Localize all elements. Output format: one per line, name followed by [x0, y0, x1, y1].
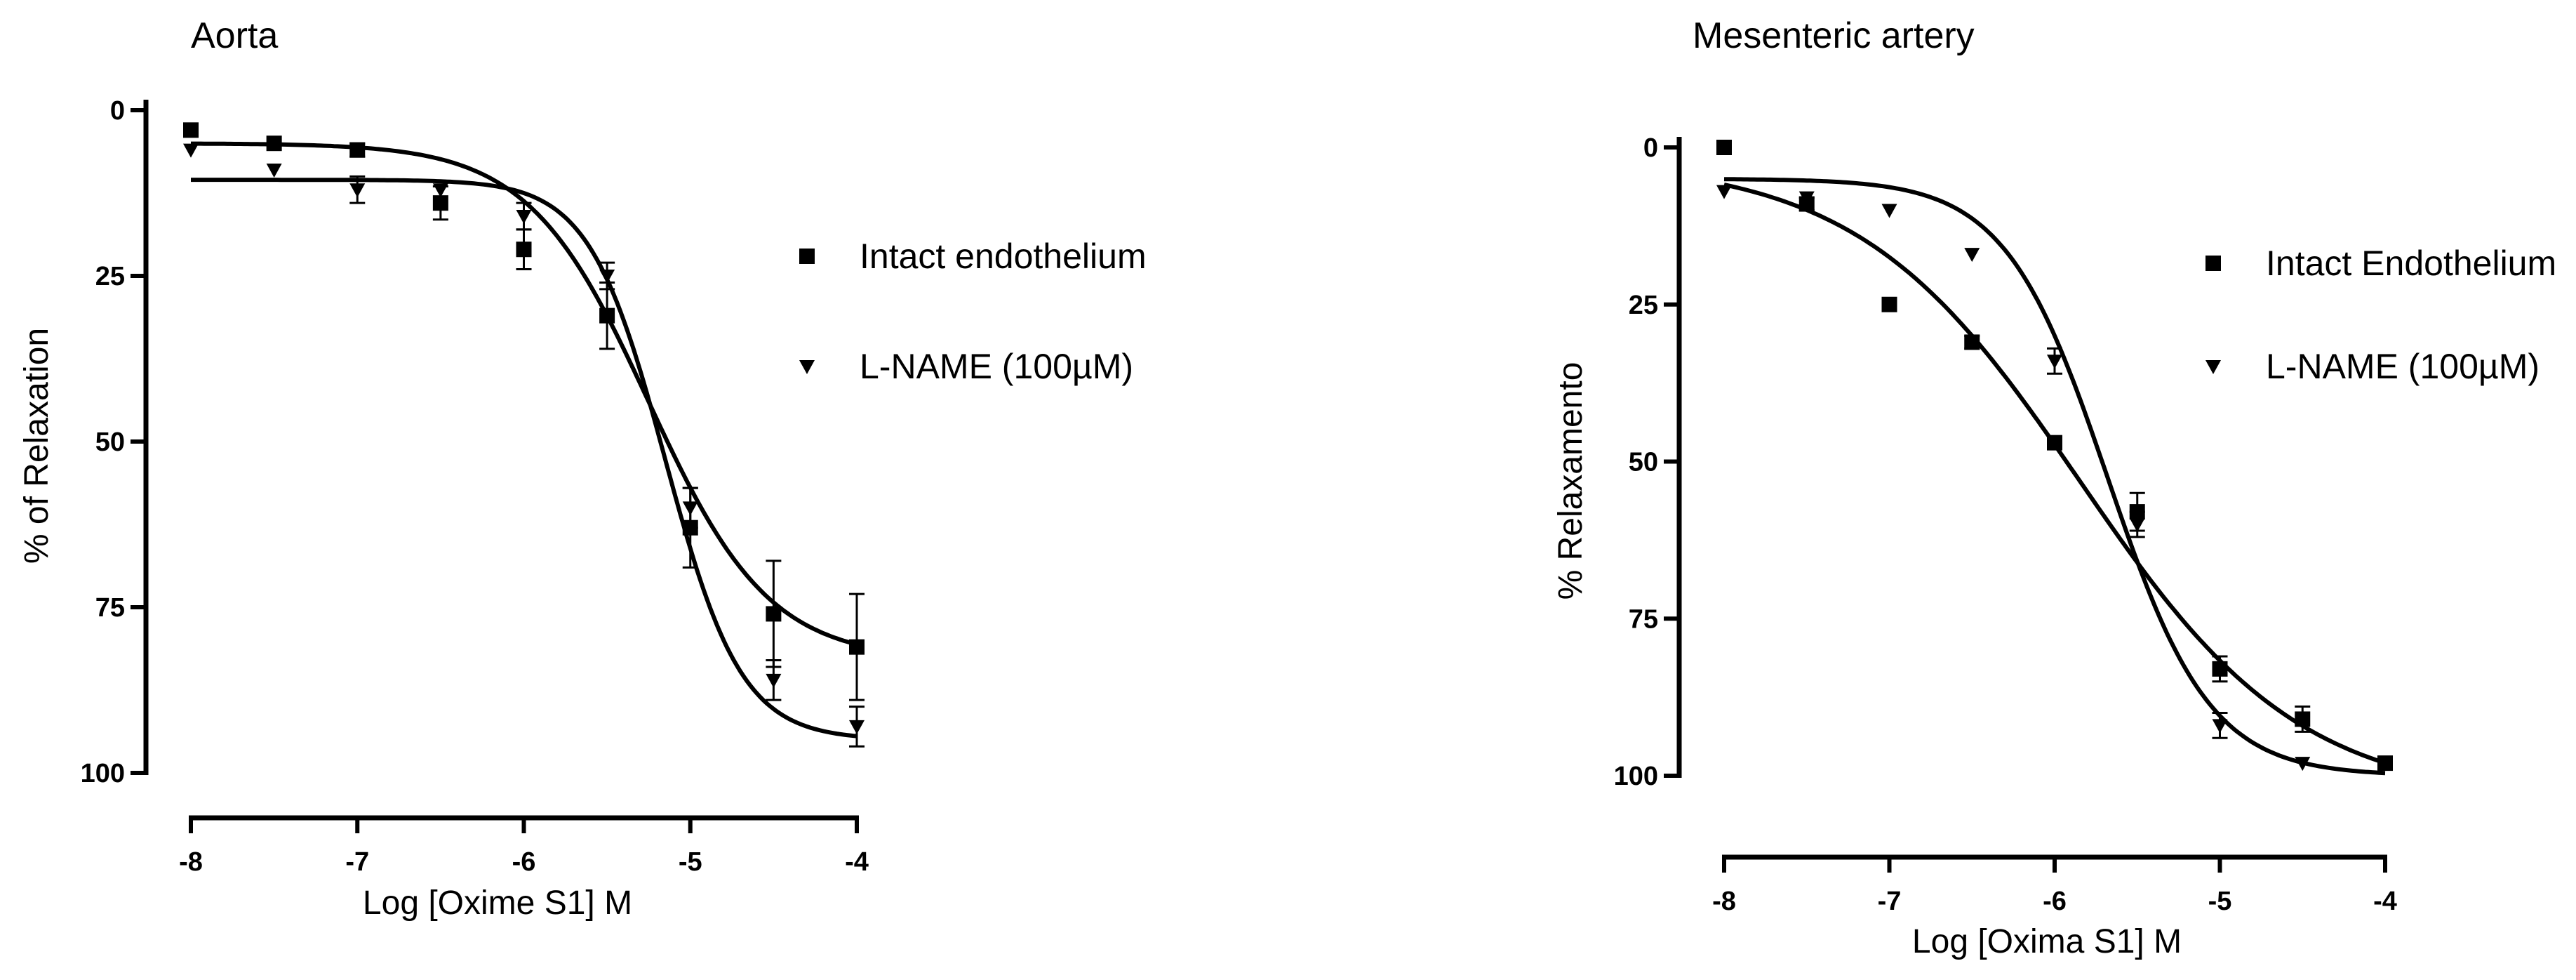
fit-curve — [191, 178, 857, 739]
chart-title: Mesenteric artery — [1693, 15, 1975, 56]
y-tick-label: 25 — [95, 262, 125, 291]
aorta-chart-svg: Aorta % of Relaxation Log [Oxime S1] M 0… — [18, 15, 1147, 922]
aorta-chart: Aorta % of Relaxation Log [Oxime S1] M 0… — [0, 0, 1288, 976]
data-point-triangle — [2047, 355, 2062, 369]
data-point-triangle — [432, 183, 448, 198]
legend: Intact Endothelium L-NAME (100µM) — [2205, 244, 2556, 386]
y-tick-label: 50 — [1629, 448, 1658, 477]
x-tick-label: -7 — [345, 847, 369, 877]
y-axis-label: % Relaxamento — [1552, 362, 1589, 600]
data-point-triangle — [2377, 757, 2393, 772]
data-point-triangle — [1964, 248, 1980, 263]
data-point-square — [432, 195, 448, 211]
data-point-square — [266, 135, 282, 152]
y-tick-label: 100 — [1614, 762, 1658, 791]
data-point-triangle — [1881, 204, 1897, 218]
data-point-triangle — [2129, 518, 2145, 532]
x-tick-label: -4 — [845, 847, 869, 877]
legend: Intact endothelium L-NAME (100µM) — [799, 237, 1147, 386]
data-point-triangle — [349, 183, 366, 198]
y-tick-label: 25 — [1629, 291, 1658, 320]
data-point-triangle — [766, 673, 782, 688]
data-point-square — [516, 241, 532, 258]
legend-marker-triangle — [799, 360, 815, 374]
data-point-square — [349, 142, 366, 158]
data-point-triangle — [516, 210, 532, 225]
x-axis-label: Log [Oxime S1] M — [363, 885, 632, 922]
mesenteric-artery-chart: Mesenteric artery % Relaxamento Log [Oxi… — [1288, 0, 2576, 976]
y-tick-label: 75 — [1629, 604, 1658, 634]
fit-curve — [1723, 177, 2386, 776]
data-point-square — [1881, 296, 1897, 312]
x-axis-label: Log [Oxima S1] M — [1912, 923, 2182, 960]
plot-area: 0 25 50 75 100 -8 -7 -6 -5 -4 — [1614, 133, 2397, 916]
data-point-triangle — [266, 163, 282, 178]
chart-title: Aorta — [191, 15, 278, 56]
data-point-triangle — [183, 143, 199, 158]
legend-label: L-NAME (100µM) — [860, 347, 1133, 386]
plot-area: 0 25 50 75 100 -8 -7 -6 -5 -4 — [81, 96, 869, 877]
data-point-triangle — [1798, 191, 1815, 206]
data-point-square — [1716, 140, 1732, 155]
data-point-square — [766, 606, 782, 622]
data-point-square — [599, 307, 615, 324]
legend-label: Intact Endothelium — [2266, 244, 2556, 283]
data-point-square — [2295, 711, 2311, 727]
data-point-triangle — [2212, 719, 2228, 734]
x-tick-label: -6 — [512, 847, 536, 877]
legend-marker-triangle — [2205, 360, 2221, 374]
data-point-triangle — [2295, 757, 2311, 772]
y-tick-label: 100 — [81, 759, 125, 788]
data-point-triangle — [849, 720, 865, 734]
data-point-square — [1964, 334, 1980, 350]
x-tick-label: -8 — [1712, 887, 1736, 916]
data-point-square — [183, 122, 199, 138]
y-tick-label: 0 — [1643, 133, 1658, 163]
legend-label: Intact endothelium — [860, 237, 1147, 276]
mesenteric-chart-svg: Mesenteric artery % Relaxamento Log [Oxi… — [1552, 15, 2556, 960]
x-tick-label: -6 — [2043, 887, 2067, 916]
y-tick-label: 50 — [95, 428, 125, 457]
legend-marker-square — [799, 249, 815, 264]
x-tick-label: -4 — [2373, 887, 2397, 916]
x-tick-label: -5 — [679, 847, 702, 877]
data-point-square — [2047, 435, 2062, 451]
x-tick-label: -7 — [1878, 887, 1902, 916]
data-point-square — [849, 639, 865, 655]
y-axis-label: % of Relaxation — [18, 328, 55, 564]
legend-label: L-NAME (100µM) — [2266, 347, 2540, 386]
x-tick-label: -5 — [2208, 887, 2232, 916]
fit-curve — [191, 141, 857, 647]
legend-marker-square — [2205, 256, 2221, 271]
y-tick-label: 0 — [110, 96, 125, 126]
data-point-triangle — [682, 501, 698, 516]
y-tick-label: 75 — [95, 593, 125, 623]
data-point-triangle — [599, 270, 615, 284]
x-tick-label: -8 — [179, 847, 203, 877]
data-point-square — [2212, 661, 2228, 677]
data-point-triangle — [1716, 185, 1732, 199]
